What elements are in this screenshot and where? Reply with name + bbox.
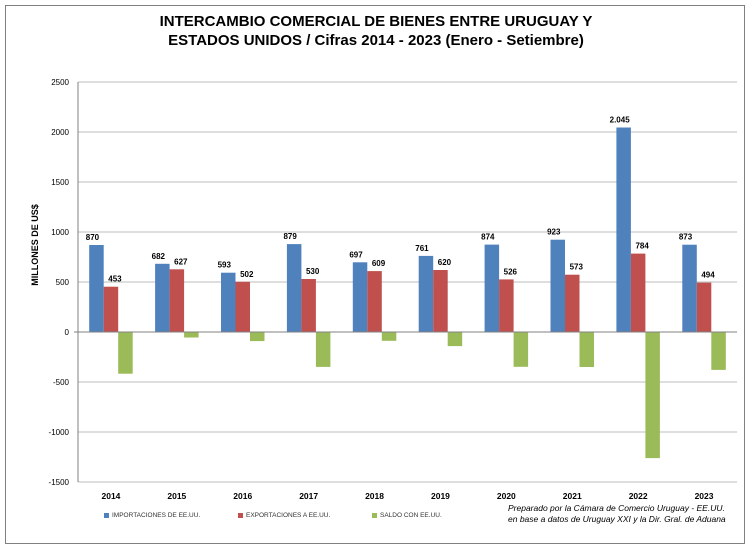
bar [447,332,463,347]
bar [711,332,726,370]
bar [645,332,660,459]
data-label: 923 [547,228,561,237]
bar [184,332,199,338]
legend-swatch-exportaciones [238,512,243,518]
bar [418,255,434,332]
data-label: 682 [152,252,166,261]
source-credit-line-1: Preparado por la Cámara de Comercio Urug… [508,503,725,513]
legend-swatch-saldo [372,512,377,518]
bar [565,274,580,332]
bar [550,239,565,332]
x-tick-label: 2023 [695,491,714,501]
bar [381,332,397,341]
bar [352,262,368,332]
bar [315,332,331,367]
bar [155,263,170,332]
data-label: 593 [218,261,232,270]
data-label: 784 [635,242,649,251]
chart-title: INTERCAMBIO COMERCIAL DE BIENES ENTRE UR… [0,12,752,50]
x-tick-label: 2022 [629,491,648,501]
x-tick-label: 2016 [233,491,252,501]
bar [499,279,514,332]
bar [221,272,236,332]
data-label: 2.045 [610,116,631,125]
bar [696,282,712,332]
bar [103,286,119,332]
bar [616,127,631,332]
bar [579,332,594,367]
legend-swatch-importaciones [104,512,109,518]
source-credit: Preparado por la Cámara de Comercio Urug… [508,503,726,525]
data-label: 573 [570,263,584,272]
y-tick-label: 1000 [51,228,69,237]
y-tick-label: -1000 [49,428,70,437]
y-tick-label: -1500 [49,478,70,487]
x-tick-label: 2014 [101,491,120,501]
data-label: 609 [372,259,386,268]
data-label: 494 [701,271,715,280]
bar [89,245,104,332]
bar [169,269,185,332]
legend-item-saldo: SALDO CON EE.UU. [372,512,442,519]
x-tick-label: 2017 [299,491,318,501]
data-label: 620 [438,258,452,267]
y-tick-label: 0 [65,328,70,337]
chart-title-line-1: INTERCAMBIO COMERCIAL DE BIENES ENTRE UR… [159,13,593,30]
y-tick-label: 2500 [51,78,69,87]
data-label: 502 [240,270,254,279]
legend-item-exportaciones: EXPORTACIONES A EE.UU. [238,512,330,519]
bar [484,244,500,332]
legend-label-exportaciones: EXPORTACIONES A EE.UU. [246,512,331,519]
bar [630,253,646,332]
x-tick-label: 2018 [365,491,384,501]
legend-label-saldo: SALDO CON EE.UU. [380,512,442,519]
data-label: 870 [86,233,100,242]
legend-item-importaciones: IMPORTACIONES DE EE.UU. [104,512,200,519]
x-tick-label: 2020 [497,491,516,501]
x-tick-label: 2021 [563,491,582,501]
bar [682,244,697,332]
bar [118,332,133,374]
bar [513,332,529,367]
y-axis-label: MILLONES DE US$ [30,204,40,286]
y-tick-label: 2000 [51,128,69,137]
data-label: 453 [108,275,122,284]
bar [367,271,382,332]
data-label: 761 [415,244,429,253]
source-credit-line-2: en base a datos de Uruguay XXI y la Dir.… [508,514,726,524]
data-label: 530 [306,267,320,276]
x-tick-label: 2019 [431,491,450,501]
data-label: 873 [679,233,693,242]
data-label: 874 [481,233,495,242]
data-label: 627 [174,257,188,266]
legend-label-importaciones: IMPORTACIONES DE EE.UU. [112,512,201,519]
bar [250,332,265,342]
data-label: 697 [349,250,363,259]
y-tick-label: 1500 [51,178,69,187]
bar [433,270,448,332]
bar [235,281,250,332]
y-tick-label: -500 [53,378,70,387]
bar [286,244,302,332]
data-label: 879 [283,232,297,241]
data-label: 526 [504,267,518,276]
chart-title-line-2: ESTADOS UNIDOS / Cifras 2014 - 2023 (Ene… [168,32,584,49]
x-tick-label: 2015 [167,491,186,501]
y-tick-label: 500 [56,278,70,287]
bar [301,279,316,332]
